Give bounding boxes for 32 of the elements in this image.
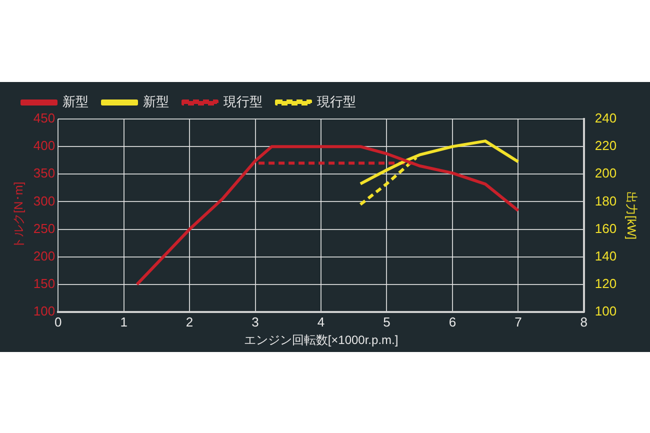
y2-tick-label: 100 [594,304,617,319]
x-tick-label: 6 [448,314,456,330]
y2-tick-label: 240 [594,110,617,126]
x-tick-label: 3 [252,314,259,330]
legend-label: 新型 [143,94,169,110]
y2-tick-label: 140 [594,248,617,264]
y-tick-label: 350 [33,166,56,181]
y2-axis-title: 出力[kW] [624,192,638,240]
y-tick-label: 450 [33,110,56,126]
y2-tick-label: 120 [594,276,617,292]
x-tick-label: 7 [514,314,522,330]
y-tick-label: 150 [33,276,56,292]
legend-label: 現行型 [317,94,356,110]
y-tick-label: 250 [33,220,56,236]
legend-label: 新型 [62,94,88,110]
y2-tick-label: 220 [594,138,617,154]
y2-tick-label: 160 [594,220,617,236]
y-tick-label: 300 [33,193,56,208]
legend-label: 現行型 [224,94,262,110]
x-tick-label: 5 [383,314,390,330]
x-tick-label: 2 [186,314,194,330]
y-tick-label: 200 [33,248,56,264]
x-tick-label: 8 [580,314,588,330]
x-axis-title: エンジン回転数[×1000r.p.m.] [244,333,398,348]
x-tick-label: 4 [317,314,325,330]
y2-tick-label: 200 [594,166,617,181]
x-tick-label: 0 [54,314,62,330]
y-tick-label: 100 [33,304,56,319]
x-tick-label: 1 [120,314,128,330]
y2-tick-label: 180 [594,193,617,208]
y-tick-label: 400 [33,138,56,154]
y-axis-title: トルク[N･m] [12,182,26,250]
